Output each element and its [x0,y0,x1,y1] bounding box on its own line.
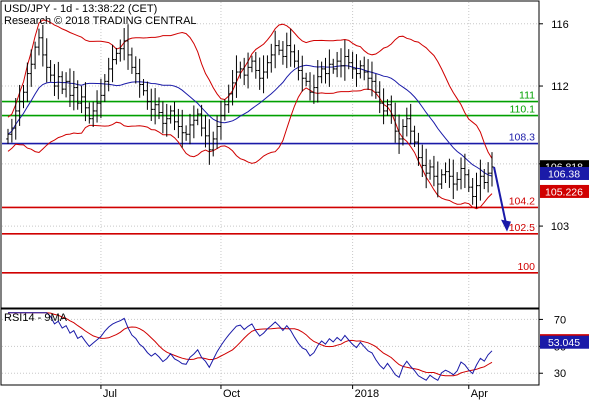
rsi-ma-line [8,312,493,377]
price-tick-label: 116 [551,19,569,31]
time-axis: Jul Oct 2018 Apr [100,385,488,400]
time-label: Apr [471,388,488,400]
price-badge [540,166,589,180]
rsi-tick-label: 70 [554,314,566,326]
price-bars [6,24,494,209]
rsi-lines [8,312,493,381]
level-label: 102.5 [509,222,535,234]
rsi-tick-label: 30 [554,368,566,380]
rsi-line [8,312,493,381]
forecast-arrow [493,166,511,232]
arrow-shaft [493,166,507,224]
symbol-title: USD/JPY - 1d - 13:38:22 (CET) [4,3,157,15]
time-label: Jul [103,388,117,400]
price-panel [0,0,540,309]
arrow-head [501,219,511,232]
price-badge-label: 105.226 [545,186,583,198]
rsi-badges: 54.22153.045 [540,334,589,349]
research-credit: Research © 2018 TRADING CENTRAL [4,15,197,27]
rsi-badge-label: 53.045 [548,337,580,349]
price-tick-label: 103 [551,221,569,233]
level-label: 100 [517,261,535,273]
time-label: 2018 [355,388,379,400]
price-grid [2,2,538,307]
support-resistance-levels: 111 110.1 108.3 104.2 102.5 100 [2,90,538,274]
bollinger-lower [7,87,493,210]
price-tick-label: 112 [551,81,569,93]
price-axis: 116112107103 [539,19,569,233]
level-label: 110.1 [510,104,536,116]
level-label: 111 [519,90,535,102]
rsi-badge [540,335,589,349]
price-badge [540,184,589,198]
bollinger-upper [7,19,493,159]
level-label: 108.3 [509,132,535,144]
rsi-grid [2,310,538,384]
time-label: Oct [223,388,240,400]
level-label: 104.2 [509,195,535,207]
moving-average [7,64,493,177]
rsi-title: RSI14 - 9MA [4,312,68,324]
bollinger-bands [7,19,493,210]
price-badge-label: 106.38 [548,168,580,180]
